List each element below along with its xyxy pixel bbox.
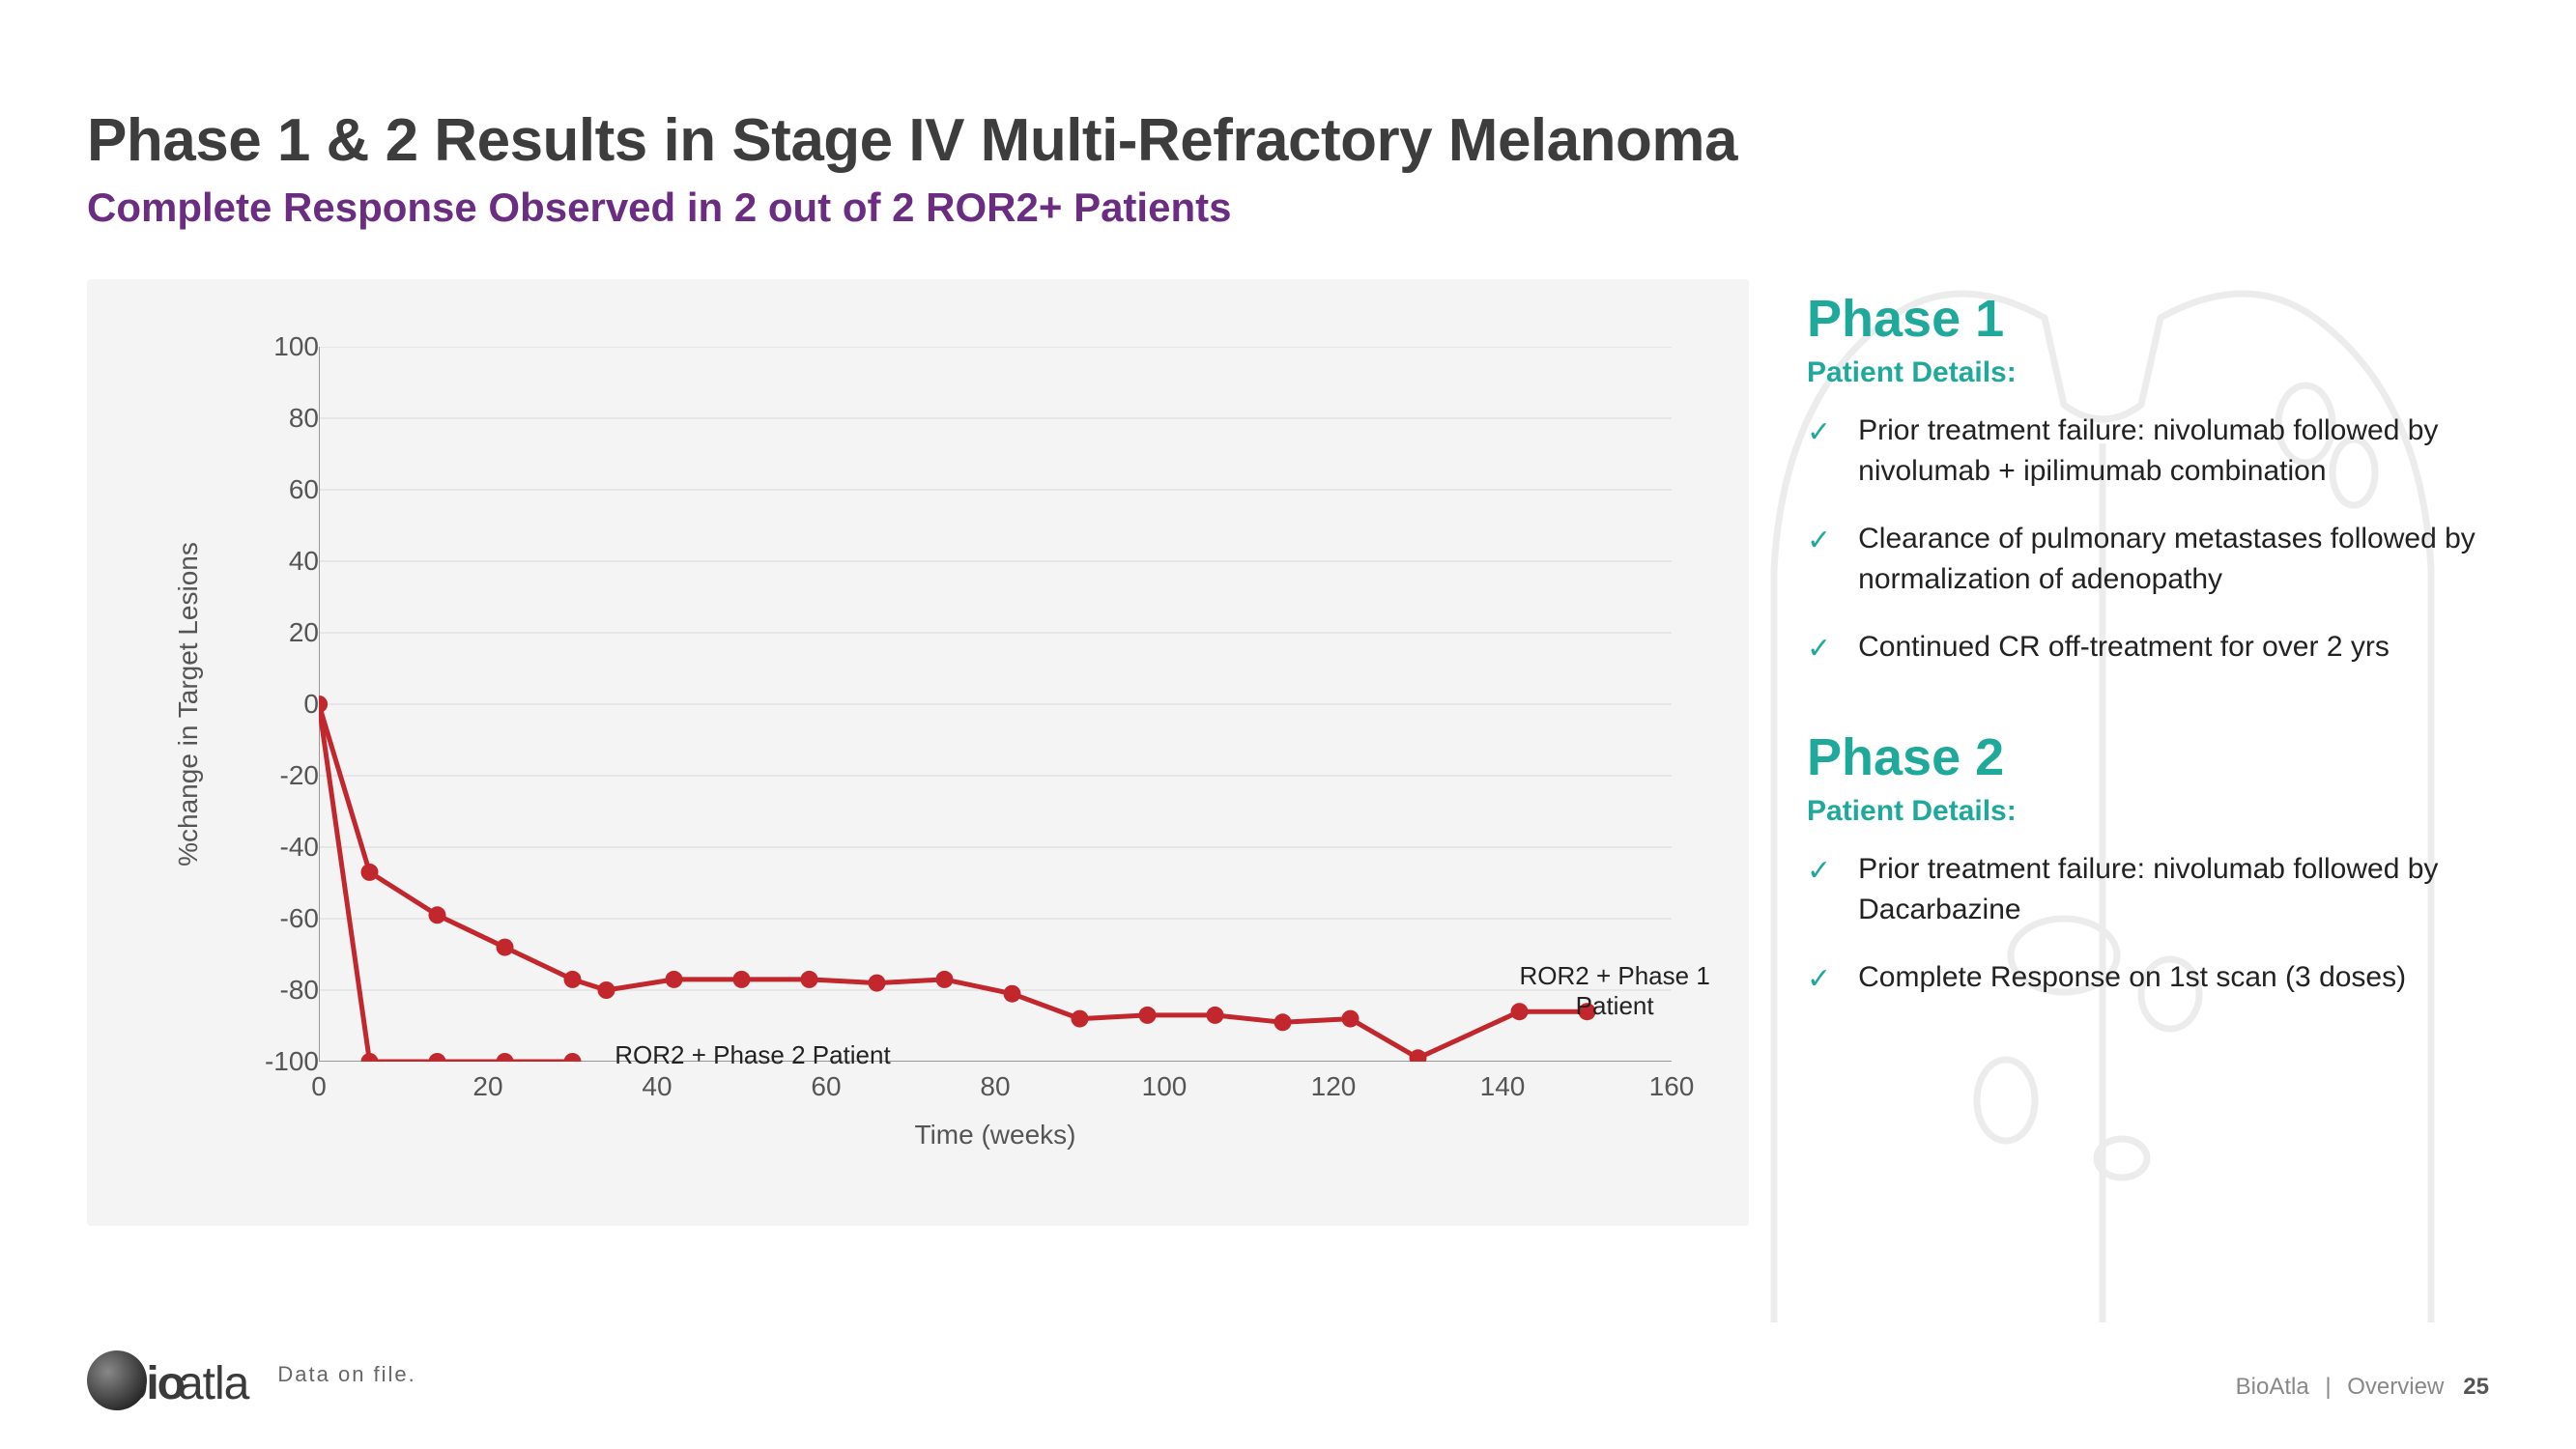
x-tick-label: 20 (459, 1071, 517, 1102)
logo-sphere-icon (87, 1350, 147, 1410)
footer-section: Overview (2347, 1374, 2444, 1400)
phase2-list: ✓ Prior treatment failure: nivolumab foll… (1807, 849, 2489, 1000)
data-on-file: Data on file. (277, 1362, 415, 1387)
footer-right: BioAtla | Overview 25 (2236, 1374, 2489, 1401)
list-item-text: Prior treatment failure: nivolumab follo… (1858, 849, 2489, 930)
chart-panel: -100-80-60-40-20020406080100 02040608010… (87, 279, 1749, 1226)
check-icon: ✓ (1807, 521, 1831, 561)
list-item-text: Clearance of pulmonary metastases follow… (1858, 519, 2489, 600)
list-item-text: Continued CR off-treatment for over 2 yr… (1858, 627, 2390, 668)
y-tick-label: -20 (242, 760, 319, 791)
x-tick-label: 100 (1135, 1071, 1193, 1102)
list-item-text: Complete Response on 1st scan (3 doses) (1858, 957, 2406, 998)
x-tick-label: 40 (628, 1071, 686, 1102)
phase1-block: Phase 1 Patient Details: ✓ Prior treatmen… (1807, 289, 2489, 669)
y-tick-label: 80 (242, 403, 319, 434)
check-icon: ✓ (1807, 959, 1831, 1000)
list-item-text: Prior treatment failure: nivolumab follo… (1858, 411, 2489, 492)
y-tick-label: 0 (242, 689, 319, 720)
y-tick-label: 60 (242, 474, 319, 505)
x-axis-label: Time (weeks) (915, 1120, 1076, 1151)
x-tick-label: 160 (1643, 1071, 1701, 1102)
check-icon: ✓ (1807, 851, 1831, 892)
logo-atla-text: atla (178, 1357, 248, 1410)
slide: Phase 1 & 2 Results in Stage IV Multi-Re… (0, 0, 2576, 1449)
series-label: ROR2 + Phase 1Patient (1520, 961, 1710, 1021)
slide-title: Phase 1 & 2 Results in Stage IV Multi-Re… (87, 106, 2489, 175)
x-tick-label: 0 (290, 1071, 348, 1102)
y-tick-label: -60 (242, 903, 319, 934)
list-item: ✓ Prior treatment failure: nivolumab foll… (1807, 849, 2489, 930)
x-tick-label: 140 (1474, 1071, 1531, 1102)
footer-company: BioAtla (2236, 1374, 2309, 1400)
y-tick-label: -40 (242, 832, 319, 863)
list-item: ✓ Continued CR off-treatment for over 2 y… (1807, 627, 2489, 669)
slide-subtitle: Complete Response Observed in 2 out of 2… (87, 185, 2489, 231)
phase2-heading: Phase 2 (1807, 727, 2489, 787)
y-tick-label: 20 (242, 617, 319, 648)
y-axis-label: %change in Target Lesions (173, 542, 204, 867)
y-tick-label: 40 (242, 546, 319, 577)
check-icon: ✓ (1807, 629, 1831, 669)
info-column: Phase 1 Patient Details: ✓ Prior treatmen… (1807, 279, 2489, 1226)
phase1-heading: Phase 1 (1807, 289, 2489, 349)
x-tick-label: 120 (1304, 1071, 1362, 1102)
list-item: ✓ Clearance of pulmonary metastases follo… (1807, 519, 2489, 600)
phase2-details-heading: Patient Details: (1807, 795, 2489, 828)
line-chart (319, 347, 1672, 1062)
check-icon: ✓ (1807, 412, 1831, 453)
list-item: ✓ Prior treatment failure: nivolumab foll… (1807, 411, 2489, 492)
footer-left: bio atla Data on file. (87, 1339, 416, 1410)
list-item: ✓ Complete Response on 1st scan (3 doses) (1807, 957, 2489, 1000)
x-tick-label: 80 (966, 1071, 1024, 1102)
series-label: ROR2 + Phase 2 Patient (615, 1040, 890, 1070)
phase1-details-heading: Patient Details: (1807, 356, 2489, 389)
x-tick-label: 60 (797, 1071, 855, 1102)
phase1-list: ✓ Prior treatment failure: nivolumab foll… (1807, 411, 2489, 669)
y-tick-label: -80 (242, 975, 319, 1006)
footer-divider: | (2325, 1374, 2331, 1400)
phase2-block: Phase 2 Patient Details: ✓ Prior treatmen… (1807, 727, 2489, 1000)
y-tick-label: 100 (242, 331, 319, 362)
page-number: 25 (2463, 1374, 2489, 1400)
bioatla-logo: bio atla (87, 1339, 248, 1410)
body-row: -100-80-60-40-20020406080100 02040608010… (87, 279, 2489, 1226)
